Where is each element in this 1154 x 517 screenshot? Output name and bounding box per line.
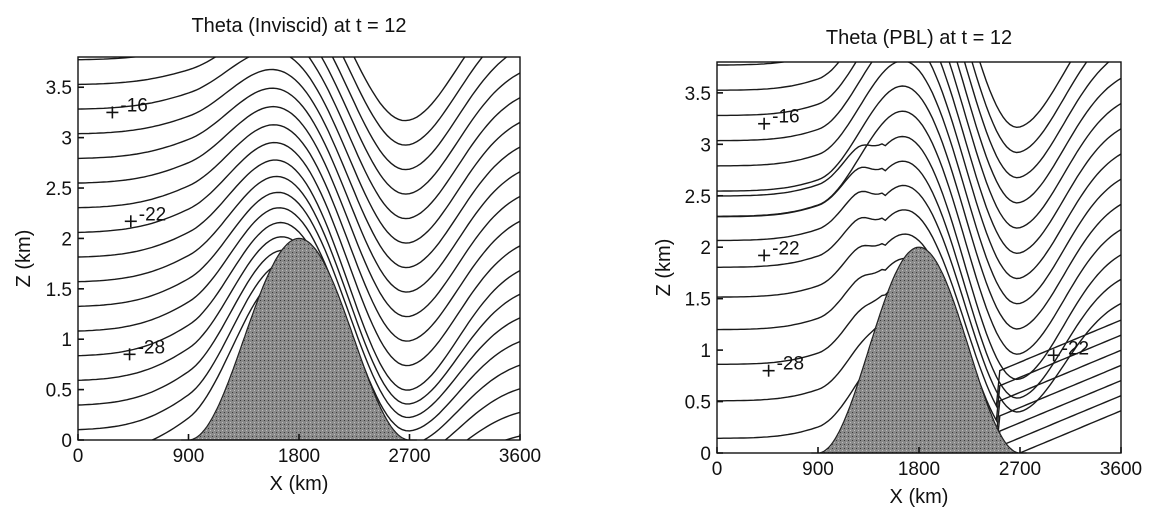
y-axis-label: Z (km) (13, 230, 35, 288)
contour-line (717, 184, 1121, 413)
contour-line (717, 62, 1121, 255)
contour-label: -28 (138, 337, 165, 358)
x-tick-label: 900 (802, 459, 834, 480)
contour-label: -22 (1062, 338, 1089, 359)
y-tick-label: 0 (61, 431, 72, 452)
terrain-mountain (181, 237, 417, 441)
x-tick-label: 2700 (999, 459, 1041, 480)
x-axis-label: X (km) (270, 473, 329, 495)
contour-line (78, 87, 520, 293)
panel-pbl: 0 900 1800 2700 3600 0 0.5 1 1.5 2 2.5 3 3.5 -16 -22 -2… (653, 27, 1142, 508)
x-tick-label: 1800 (898, 459, 940, 480)
chart-title: Theta (PBL) at t = 12 (826, 27, 1012, 49)
contour-line (78, 57, 520, 220)
contour-label: -16 (120, 95, 147, 116)
y-tick-label: 0.5 (46, 381, 72, 402)
contour-label: -28 (777, 354, 804, 375)
contour-lines (717, 62, 1121, 453)
y-tick-label: 1.5 (46, 280, 72, 301)
contour-line (331, 57, 508, 171)
y-tick-label: 1.5 (685, 290, 711, 311)
contour-line (78, 124, 520, 342)
contour-line (971, 62, 1088, 154)
contour-line (78, 221, 520, 440)
x-tick-label: 900 (173, 446, 205, 467)
contour-line (78, 159, 520, 391)
x-tick-label: 0 (73, 446, 84, 467)
contour-line (78, 57, 520, 195)
y-tick-label: 2.5 (46, 179, 72, 200)
contour-line (78, 175, 520, 405)
chart-title: Theta (Inviscid) at t = 12 (191, 15, 406, 37)
contour-line (717, 62, 1121, 305)
contour-line (717, 62, 1121, 204)
contour-line (717, 85, 1121, 330)
panel-inviscid: 0 900 1800 2700 3600 0 0.5 1 1.5 2 2.5 3 3.5 -16 -22 -2… (13, 15, 541, 495)
contour-line (353, 57, 466, 122)
x-tick-label: 3600 (1100, 459, 1142, 480)
contour-line (78, 105, 520, 318)
y-tick-label: 3 (61, 129, 72, 150)
contour-line (78, 191, 520, 419)
y-tick-label: 0 (700, 444, 711, 465)
y-tick-label: 3.5 (46, 78, 72, 99)
contour-line (963, 62, 1110, 179)
contour-label: -22 (772, 238, 799, 259)
y-tick-label: 1 (700, 341, 711, 362)
contour-line (78, 207, 520, 432)
y-tick-label: 2.5 (685, 187, 711, 208)
y-axis-label: Z (km) (653, 239, 675, 297)
y-tick-label: 2 (700, 238, 711, 259)
x-tick-label: 0 (712, 459, 723, 480)
x-tick-label: 1800 (278, 446, 320, 467)
y-tick-label: 2 (61, 229, 72, 250)
contour-line (78, 141, 520, 367)
contour-lines (78, 57, 520, 440)
contour-line (78, 68, 520, 269)
y-tick-label: 1 (61, 330, 72, 351)
contour-line (717, 135, 1121, 381)
contour-line (717, 62, 1121, 280)
contour-line (717, 209, 1121, 409)
contour-line (717, 110, 1121, 355)
contour-line (717, 62, 1121, 229)
x-axis-label: X (km) (890, 486, 949, 508)
contour-line (78, 57, 520, 244)
contour-label: -22 (139, 204, 166, 225)
x-tick-label: 3600 (499, 446, 541, 467)
x-tick-label: 2700 (388, 446, 430, 467)
y-tick-label: 0.5 (685, 393, 711, 414)
y-tick-label: 3 (700, 135, 711, 156)
contour-label: -16 (772, 107, 799, 128)
contour-line (342, 57, 484, 146)
y-tick-label: 3.5 (685, 84, 711, 105)
contour-line (979, 62, 1072, 129)
terrain-mountain (811, 246, 1027, 454)
